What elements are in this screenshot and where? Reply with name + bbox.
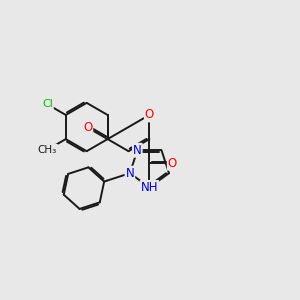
- Text: O: O: [168, 157, 177, 170]
- Text: O: O: [83, 121, 92, 134]
- Text: N: N: [133, 144, 142, 157]
- Text: Cl: Cl: [42, 99, 53, 110]
- Text: O: O: [145, 109, 154, 122]
- Text: CH₃: CH₃: [38, 145, 57, 155]
- Text: N: N: [125, 167, 134, 180]
- Text: NH: NH: [141, 181, 158, 194]
